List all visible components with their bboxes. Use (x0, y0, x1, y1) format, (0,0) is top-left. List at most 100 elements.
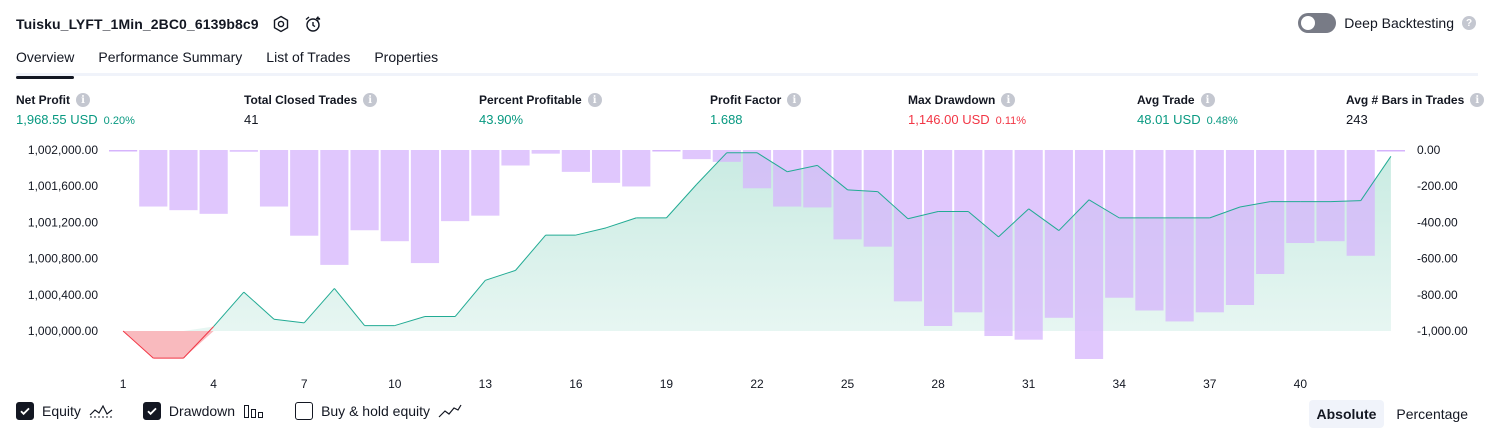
report-header: Tuisku_LYFT_1Min_2BC0_6139b8c9 (16, 12, 323, 36)
info-icon[interactable]: i (1200, 93, 1215, 107)
equity-line-segment (696, 152, 728, 185)
equity-line-segment (1058, 199, 1090, 231)
stat-value: 243 (1346, 112, 1368, 127)
equity-line-segment (515, 234, 547, 271)
equity-loss-area (123, 331, 1391, 359)
drawdown-bar (1165, 150, 1194, 322)
buy-hold-equity-checkbox[interactable]: Buy & hold equity (295, 402, 462, 420)
drawdown-bar (1195, 150, 1224, 313)
y-left-tick-label: 1,000,400.00 (28, 288, 98, 302)
absolute-button[interactable]: Absolute (1308, 400, 1385, 428)
info-icon[interactable]: i (787, 93, 802, 107)
drawdown-bar (773, 150, 802, 207)
y-right-tick-label: -1,000.00 (1417, 324, 1468, 338)
info-icon[interactable]: i (363, 93, 378, 107)
drawdown-bar (803, 150, 832, 208)
equity-line-segment (1239, 201, 1271, 208)
stat-value: 48.01 USD (1137, 112, 1201, 127)
x-tick-label: 34 (1113, 377, 1127, 391)
settings-icon[interactable] (271, 14, 291, 34)
equity-drawdown-chart[interactable]: 1,002,000.00 1,001,600.00 1,001,200.00 1,00… (0, 140, 1494, 395)
drawdown-bar (924, 150, 953, 326)
y-right-tick-label: -800.00 (1417, 288, 1458, 302)
equity-line-segment (666, 184, 697, 219)
drawdown-bar (1074, 150, 1104, 359)
drawdown-bar (833, 150, 862, 240)
stat-label: Profit Factor (710, 93, 782, 107)
x-tick-label: 37 (1203, 377, 1217, 391)
equity-line-segment (1028, 208, 1060, 231)
checkbox-checked-icon (142, 402, 161, 420)
tab-properties[interactable]: Properties (374, 49, 439, 65)
y-left-tick-label: 1,000,000.00 (28, 324, 98, 338)
stat-label: Max Drawdown (908, 93, 996, 107)
help-icon[interactable]: ? (1462, 16, 1476, 30)
drawdown-checkbox[interactable]: Drawdown (142, 402, 265, 420)
info-icon[interactable]: i (587, 93, 602, 107)
equity-line-segment (817, 164, 848, 191)
x-tick-label: 13 (479, 377, 493, 391)
tab-list-of-trades[interactable]: List of Trades (266, 49, 351, 65)
equity-line-segment (122, 330, 154, 359)
drawdown-bar (984, 150, 1013, 337)
chart-legend: Equity Drawdown Buy & hold equity (16, 402, 462, 420)
equity-line-segment (998, 208, 1030, 238)
tab-performance-summary[interactable]: Performance Summary (98, 49, 243, 65)
equity-line-segment (575, 227, 607, 236)
equity-area (123, 152, 1391, 331)
equity-line-segment (183, 326, 215, 359)
y-left-tick-label: 1,000,800.00 (28, 252, 98, 266)
drawdown-bar (169, 150, 198, 211)
drawdown-bar (290, 150, 319, 236)
stat-avg-trade: Avg Trade i 48.01 USD 0.48% (1137, 93, 1238, 127)
stat-value: 1,968.55 USD (16, 112, 98, 127)
info-icon[interactable]: i (1001, 93, 1016, 107)
equity-line-segment (967, 211, 999, 238)
y-right-tick-label: -600.00 (1417, 252, 1458, 266)
equity-line-segment (847, 189, 878, 193)
x-tick-label: 10 (388, 377, 402, 391)
drawdown-bar (682, 150, 711, 160)
add-alert-icon[interactable] (303, 14, 323, 34)
stat-value: 43.90% (479, 112, 524, 127)
equity-line-segment (243, 291, 275, 320)
stat-avg-bars-in-trades: Avg # Bars in Trades i 243 (1346, 93, 1485, 127)
x-tick-label: 25 (841, 377, 855, 391)
deep-backtesting-toggle[interactable] (1298, 13, 1337, 33)
info-icon[interactable]: i (1470, 93, 1485, 107)
drawdown-bar (1044, 150, 1073, 318)
stat-label: Total Closed Trades (244, 93, 358, 107)
drawdown-bar (471, 150, 500, 216)
drawdown-bar (501, 150, 530, 166)
stat-max-drawdown: Max Drawdown i 1,146.00 USD 0.11% (908, 93, 1026, 127)
stat-label: Percent Profitable (479, 93, 582, 107)
equity-line-segment (303, 288, 335, 324)
equity-checkbox[interactable]: Equity (16, 402, 113, 420)
stat-percent: 0.48% (1206, 115, 1238, 127)
report-tabs: Overview Performance Summary List of Tra… (16, 44, 1478, 79)
toggle-knob (1301, 16, 1316, 30)
percentage-button[interactable]: Percentage (1396, 406, 1468, 422)
y-left-tick-label: 1,001,200.00 (28, 215, 98, 229)
drawdown-bar (199, 150, 228, 214)
stat-value: 1,146.00 USD (908, 112, 990, 127)
info-icon[interactable]: i (76, 93, 90, 107)
tab-overview[interactable]: Overview (16, 44, 75, 79)
drawdown-bar (591, 150, 621, 183)
drawdown-bar (1105, 150, 1134, 298)
stat-percent-profitable: Percent Profitable i 43.90% (479, 93, 602, 127)
drawdown-bar (652, 150, 681, 152)
drawdown-bar (954, 150, 983, 313)
y-left-tick-label: 1,001,600.00 (28, 179, 98, 193)
drawdown-bar (1256, 150, 1285, 275)
drawdown-bar (893, 150, 923, 302)
equity-line-segment (1209, 206, 1241, 219)
equity-label: Equity (42, 403, 81, 419)
drawdown-bar (380, 150, 409, 242)
x-tick-label: 31 (1022, 377, 1036, 391)
y-left-tick-label: 1,002,000.00 (28, 143, 98, 157)
equity-line-segment (877, 191, 909, 220)
equity-line-segment (907, 211, 939, 220)
equity-line-segment (1360, 156, 1392, 201)
x-tick-label: 16 (569, 377, 583, 391)
